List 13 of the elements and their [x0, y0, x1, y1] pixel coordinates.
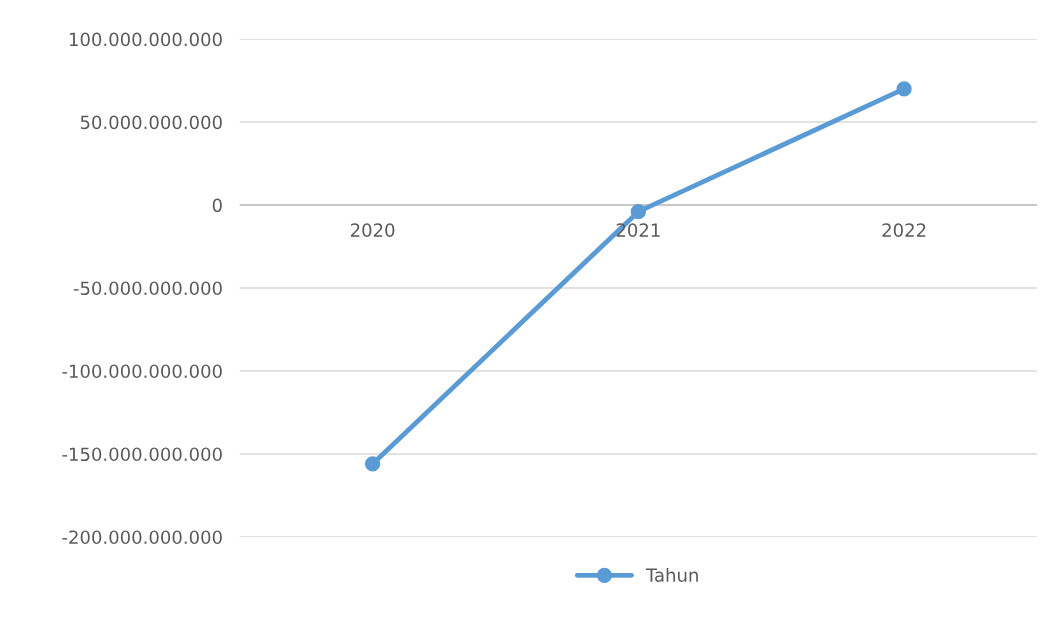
point — [364, 456, 381, 472]
point — [630, 204, 646, 220]
point — [896, 81, 912, 97]
y-tick-label: -150.000.000.000 — [62, 447, 222, 462]
y-tick-label: -200.000.000.000 — [62, 530, 222, 545]
legend-label: Tahun — [645, 567, 698, 582]
x-tick-label: 2020 — [350, 223, 395, 237]
y-tick-label: 50.000.000.000 — [80, 115, 222, 130]
y-tick-label: 0 — [212, 198, 222, 213]
y-tick-label: 100.000.000.000 — [69, 32, 222, 47]
y-tick-label: -50.000.000.000 — [73, 281, 222, 296]
y-tick-label: -100.000.000.000 — [62, 364, 222, 379]
x-tick-label: 2022 — [882, 223, 926, 237]
